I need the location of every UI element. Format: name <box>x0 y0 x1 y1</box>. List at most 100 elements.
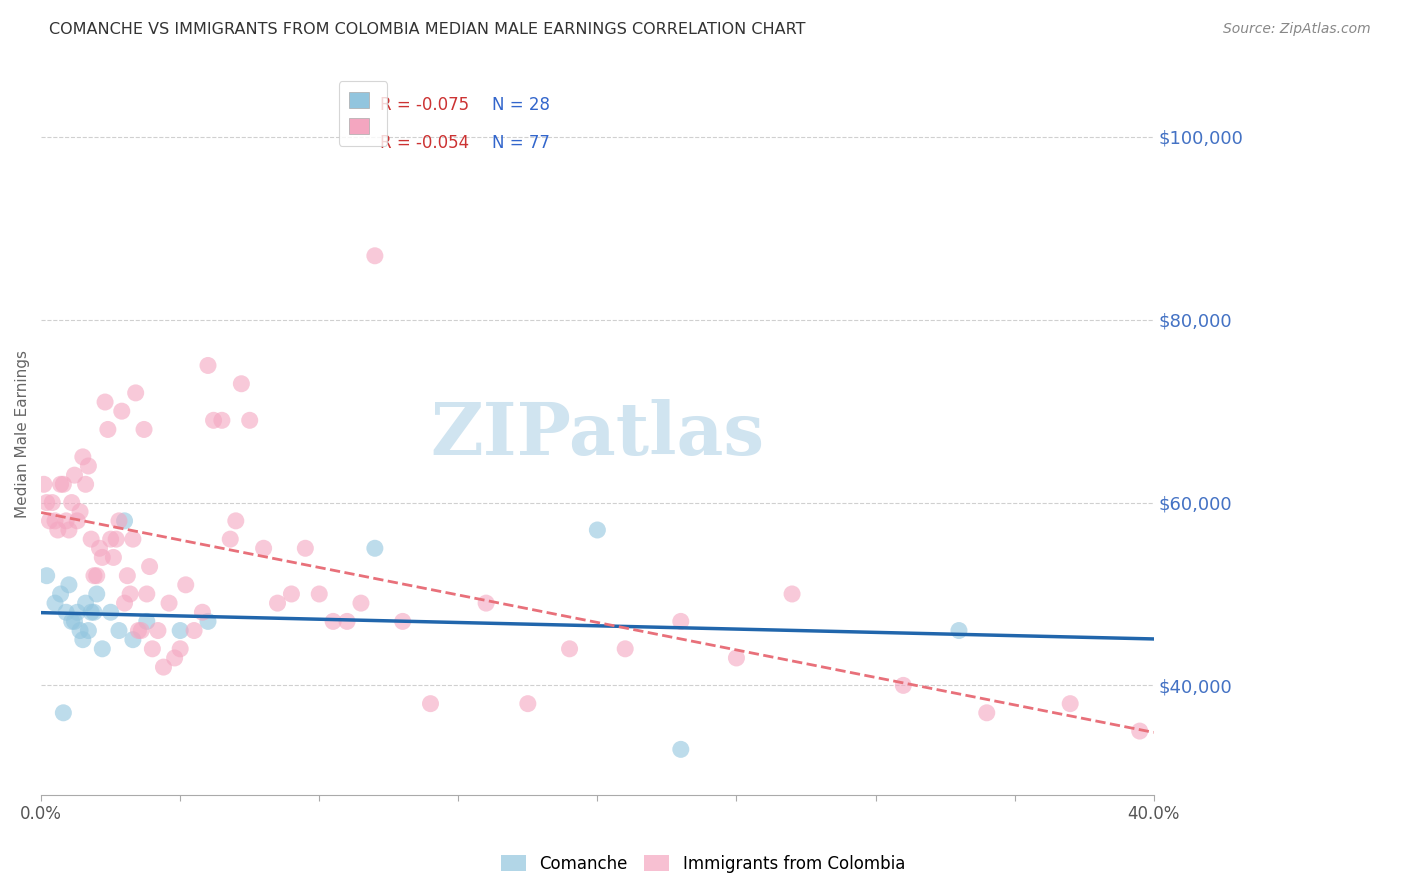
Point <box>100 605 122 619</box>
Point <box>58 578 80 592</box>
Point <box>124 385 146 400</box>
Point <box>197 359 219 373</box>
Point <box>191 605 214 619</box>
Point <box>114 596 136 610</box>
Point <box>391 615 413 629</box>
Point <box>225 514 247 528</box>
Point <box>135 587 157 601</box>
Point <box>52 706 75 720</box>
Point <box>91 550 114 565</box>
Point <box>46 523 69 537</box>
Text: ZIPatlas: ZIPatlas <box>430 399 765 469</box>
Text: N = 77: N = 77 <box>492 134 550 152</box>
Point <box>117 568 139 582</box>
Point <box>135 615 157 629</box>
Point <box>44 596 66 610</box>
Point <box>32 477 55 491</box>
Point <box>280 587 302 601</box>
Point <box>614 641 637 656</box>
Point <box>211 413 233 427</box>
Point <box>77 458 100 473</box>
Point <box>83 605 105 619</box>
Point <box>146 624 169 638</box>
Point <box>35 495 58 509</box>
Point <box>72 632 94 647</box>
Point <box>122 532 145 546</box>
Y-axis label: Median Male Earnings: Median Male Earnings <box>15 350 30 518</box>
Point <box>780 587 803 601</box>
Point <box>60 615 83 629</box>
Point <box>586 523 609 537</box>
Point <box>364 249 387 263</box>
Point <box>111 404 134 418</box>
Point <box>75 477 97 491</box>
Point <box>103 550 125 565</box>
Point <box>41 495 63 509</box>
Point <box>725 651 748 665</box>
Point <box>976 706 998 720</box>
Point <box>52 477 75 491</box>
Point <box>49 587 72 601</box>
Point <box>948 624 970 638</box>
Legend: , : , <box>339 81 387 145</box>
Point <box>197 615 219 629</box>
Point <box>350 596 373 610</box>
Point <box>183 624 205 638</box>
Point <box>80 605 103 619</box>
Text: R = -0.075: R = -0.075 <box>381 96 470 114</box>
Point <box>69 624 91 638</box>
Point <box>891 678 914 692</box>
Text: N = 28: N = 28 <box>492 96 550 114</box>
Point <box>419 697 441 711</box>
Point <box>308 587 330 601</box>
Point <box>219 532 242 546</box>
Point <box>77 624 100 638</box>
Point <box>55 605 77 619</box>
Point <box>60 495 83 509</box>
Legend: Comanche, Immigrants from Colombia: Comanche, Immigrants from Colombia <box>495 848 911 880</box>
Point <box>80 532 103 546</box>
Point <box>152 660 174 674</box>
Point <box>91 641 114 656</box>
Point <box>108 514 131 528</box>
Point <box>94 395 117 409</box>
Point <box>35 568 58 582</box>
Point <box>129 624 152 638</box>
Point <box>127 624 149 638</box>
Point <box>1059 697 1081 711</box>
Point <box>516 697 538 711</box>
Point <box>169 624 191 638</box>
Point <box>336 615 359 629</box>
Point <box>669 742 692 756</box>
Point <box>114 514 136 528</box>
Text: Source: ZipAtlas.com: Source: ZipAtlas.com <box>1223 22 1371 37</box>
Point <box>364 541 387 556</box>
Point <box>174 578 197 592</box>
Point <box>66 514 89 528</box>
Point <box>83 568 105 582</box>
Point <box>49 477 72 491</box>
Point <box>89 541 111 556</box>
Point <box>558 641 581 656</box>
Text: R = -0.054: R = -0.054 <box>381 134 470 152</box>
Point <box>44 514 66 528</box>
Point <box>252 541 274 556</box>
Point <box>69 505 91 519</box>
Point <box>86 568 108 582</box>
Point <box>55 514 77 528</box>
Point <box>122 632 145 647</box>
Point <box>86 587 108 601</box>
Point <box>157 596 180 610</box>
Point <box>669 615 692 629</box>
Point <box>75 596 97 610</box>
Point <box>1129 724 1152 739</box>
Point <box>475 596 498 610</box>
Point <box>202 413 225 427</box>
Point <box>169 641 191 656</box>
Point <box>97 422 120 436</box>
Point <box>100 532 122 546</box>
Point <box>38 514 60 528</box>
Point <box>120 587 142 601</box>
Point <box>58 523 80 537</box>
Point <box>72 450 94 464</box>
